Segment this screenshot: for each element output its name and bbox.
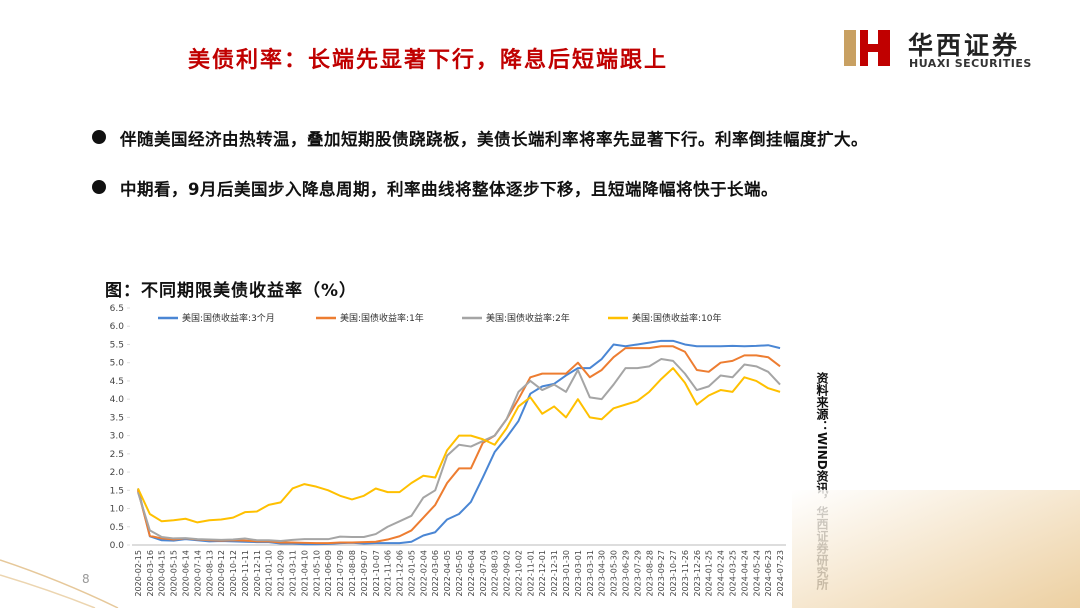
x-tick-label: 2024-04-24 [740,550,749,597]
legend-label: 美国:国债收益率:2年 [486,312,570,324]
page-number: 8 [82,572,90,586]
x-tick-label: 2020-03-16 [146,550,155,597]
y-tick-label: 2.0 [110,468,125,478]
legend-label: 美国:国债收益率:10年 [632,312,722,324]
x-tick-label: 2020-05-15 [170,550,179,597]
x-tick-label: 2024-06-23 [764,550,773,597]
series-line [136,358,781,542]
x-tick-label: 2020-04-15 [158,550,167,597]
x-tick-label: 2020-11-11 [241,550,250,597]
chart-title: 图：不同期限美债收益率（%） [105,281,358,301]
x-tick-label: 2020-09-12 [217,550,226,597]
x-tick-label: 2024-05-24 [752,550,761,597]
x-tick-label: 2024-02-24 [717,550,726,597]
x-tick-label: 2021-12-06 [396,550,405,597]
series-line [136,339,781,546]
x-tick-label: 2023-03-01 [574,550,583,597]
legend-label: 美国:国债收益率:1年 [340,312,424,324]
y-tick-label: 2.5 [110,450,124,460]
x-tick-label: 2021-09-07 [360,550,369,597]
y-tick-label: 6.5 [110,304,124,314]
x-tick-label: 2020-07-14 [193,550,202,597]
x-tick-label: 2023-01-30 [562,550,571,597]
x-tick-label: 2023-08-28 [645,550,654,597]
x-tick-label: 2024-01-25 [705,550,714,597]
y-tick-label: 5.0 [110,359,125,369]
bullet-text: 伴随美国经济由热转温，叠加短期股债跷跷板，美债长端利率将率先显著下行。利率倒挂幅… [120,130,868,149]
bullet-dot [92,130,106,144]
bullet-dot [92,180,106,194]
x-tick-label: 2023-10-27 [669,550,678,597]
logo-name: 华西证券 [908,31,1021,60]
x-tick-label: 2023-11-26 [681,550,690,597]
slide-title: 美债利率：长端先显著下行，降息后短端跟上 [188,48,669,73]
x-tick-label: 2022-09-02 [503,550,512,597]
y-tick-label: 3.5 [110,413,124,423]
x-tick-label: 2022-05-05 [455,550,464,597]
x-tick-label: 2020-10-12 [229,550,238,597]
decoration [0,559,119,608]
chart: 0.0 0.5 1.0 1.5 2.0 2.5 3.0 3.5 4.0 4.5 5.0 5.5 6.0 6… [110,304,786,597]
y-tick-label: 3.0 [110,432,125,442]
y-tick-label: 1.5 [110,486,124,496]
x-tick-label: 2022-02-04 [419,550,428,597]
y-tick-label: 1.0 [110,505,125,515]
x-tick-label: 2021-10-07 [372,550,381,597]
legend-label: 美国:国债收益率:3个月 [182,312,275,324]
x-tick-label: 2024-03-25 [728,550,737,597]
x-tick-label: 2021-07-09 [336,550,345,597]
x-tick-label: 2023-04-30 [598,550,607,597]
x-tick-label: 2020-02-15 [134,550,143,597]
series-line [136,345,781,545]
x-tick-label: 2023-07-29 [633,550,642,597]
y-tick-label: 5.5 [110,340,124,350]
x-tick-label: 2024-07-23 [776,550,785,597]
y-tick-label: 4.5 [110,377,124,387]
x-tick-label: 2020-06-14 [182,550,191,597]
x-tick-label: 2023-09-27 [657,550,666,597]
logo-mark [844,30,890,66]
x-tick-label: 2021-04-10 [300,550,309,597]
x-tick-label: 2022-01-05 [407,550,416,597]
x-tick-label: 2022-12-31 [550,550,559,597]
series-line [137,367,781,524]
logo-en: HUAXI SECURITIES [909,57,1032,70]
x-tick-label: 2022-10-02 [514,550,523,597]
x-tick-label: 2021-02-09 [277,550,286,597]
decoration [792,490,1080,608]
x-tick-label: 2023-12-26 [693,550,702,597]
y-tick-label: 4.0 [110,395,125,405]
x-tick-label: 2021-06-09 [324,550,333,597]
x-tick-label: 2023-03-31 [586,550,595,597]
y-tick-label: 6.0 [110,322,125,332]
y-tick-label: 0.5 [110,523,124,533]
x-tick-label: 2021-01-10 [265,550,274,597]
x-tick-label: 2022-11-01 [526,550,535,597]
bullet-text: 中期看，9月后美国步入降息周期，利率曲线将整体逐步下移，且短端降幅将快于长端。 [120,180,778,199]
x-tick-label: 2022-06-04 [467,550,476,597]
x-tick-label: 2022-03-06 [431,550,440,597]
x-tick-label: 2022-04-05 [443,550,452,597]
x-tick-label: 2022-08-03 [491,550,500,597]
x-tick-label: 2020-12-11 [253,550,262,597]
x-tick-label: 2021-08-08 [348,550,357,597]
x-tick-label: 2022-12-01 [538,550,547,597]
x-tick-label: 2022-07-04 [479,550,488,597]
x-tick-label: 2023-06-29 [621,550,630,597]
x-tick-label: 2021-11-06 [384,550,393,597]
x-tick-label: 2021-05-10 [312,550,321,597]
x-tick-label: 2020-08-13 [205,550,214,597]
x-tick-label: 2023-05-30 [610,550,619,597]
y-tick-label: 0.0 [110,541,125,551]
x-tick-label: 2021-03-11 [289,550,298,597]
